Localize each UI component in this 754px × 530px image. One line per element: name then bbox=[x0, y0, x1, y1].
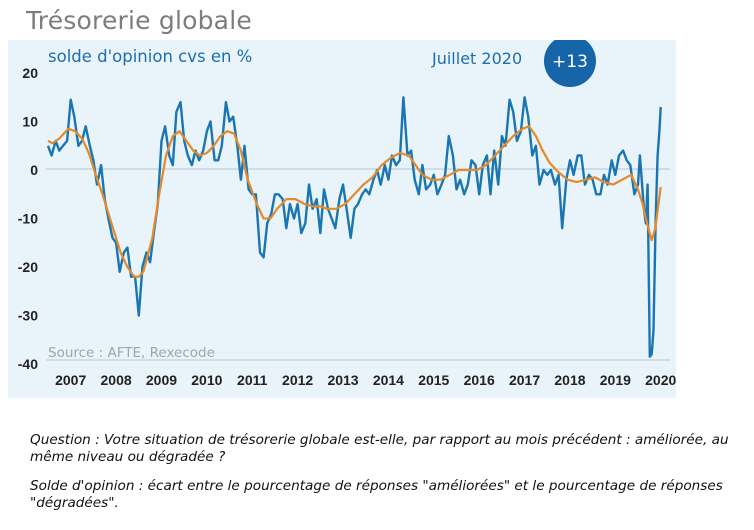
x-tick-label: 2014 bbox=[373, 372, 404, 388]
question-text: Question : Votre situation de trésorerie… bbox=[30, 432, 729, 465]
callout-value: +13 bbox=[552, 52, 588, 72]
series-line-monthly bbox=[46, 96, 662, 358]
x-tick-label: 2015 bbox=[418, 372, 449, 388]
y-tick-label: -40 bbox=[18, 356, 38, 372]
chart-panel bbox=[8, 40, 676, 398]
x-tick-label: 2020 bbox=[645, 372, 676, 388]
x-tick-label: 2013 bbox=[327, 372, 358, 388]
chart-source: Source : AFTE, Rexecode bbox=[48, 345, 215, 361]
x-tick-label: 2019 bbox=[600, 372, 631, 388]
line-chart: solde d'opinion cvs en % Juillet 2020 +1… bbox=[18, 40, 676, 388]
x-tick-label: 2016 bbox=[464, 372, 495, 388]
chart-subtitle: solde d'opinion cvs en % bbox=[48, 47, 252, 66]
callout-badge bbox=[544, 40, 596, 87]
y-tick-label: -10 bbox=[18, 211, 38, 227]
x-axis: 2007 2008 2009 2010 2011 2012 2013 2014 2015 2016… bbox=[55, 372, 676, 388]
callout-date: Juillet 2020 bbox=[431, 49, 522, 68]
notes: Question : Votre situation de trésorerie… bbox=[30, 432, 748, 524]
y-axis: 20 10 0 -10 -20 -30 -40 bbox=[18, 65, 38, 372]
x-tick-label: 2012 bbox=[282, 372, 313, 388]
y-tick-label: 10 bbox=[22, 114, 38, 130]
y-tick-label: -30 bbox=[18, 308, 38, 324]
y-tick-label: 0 bbox=[30, 162, 38, 178]
page-title: Trésorerie globale bbox=[26, 6, 252, 35]
x-tick-label: 2017 bbox=[509, 372, 540, 388]
x-tick-label: 2007 bbox=[55, 372, 86, 388]
x-tick-label: 2010 bbox=[191, 372, 222, 388]
x-tick-label: 2009 bbox=[146, 372, 177, 388]
x-tick-label: 2008 bbox=[101, 372, 132, 388]
x-tick-label: 2011 bbox=[237, 372, 268, 388]
x-tick-label: 2018 bbox=[554, 372, 585, 388]
y-tick-label: -20 bbox=[18, 259, 38, 275]
definition-text: Solde d'opinion : écart entre le pourcen… bbox=[30, 478, 723, 511]
series-line-smoothed bbox=[47, 125, 662, 278]
y-tick-label: 20 bbox=[22, 65, 38, 81]
